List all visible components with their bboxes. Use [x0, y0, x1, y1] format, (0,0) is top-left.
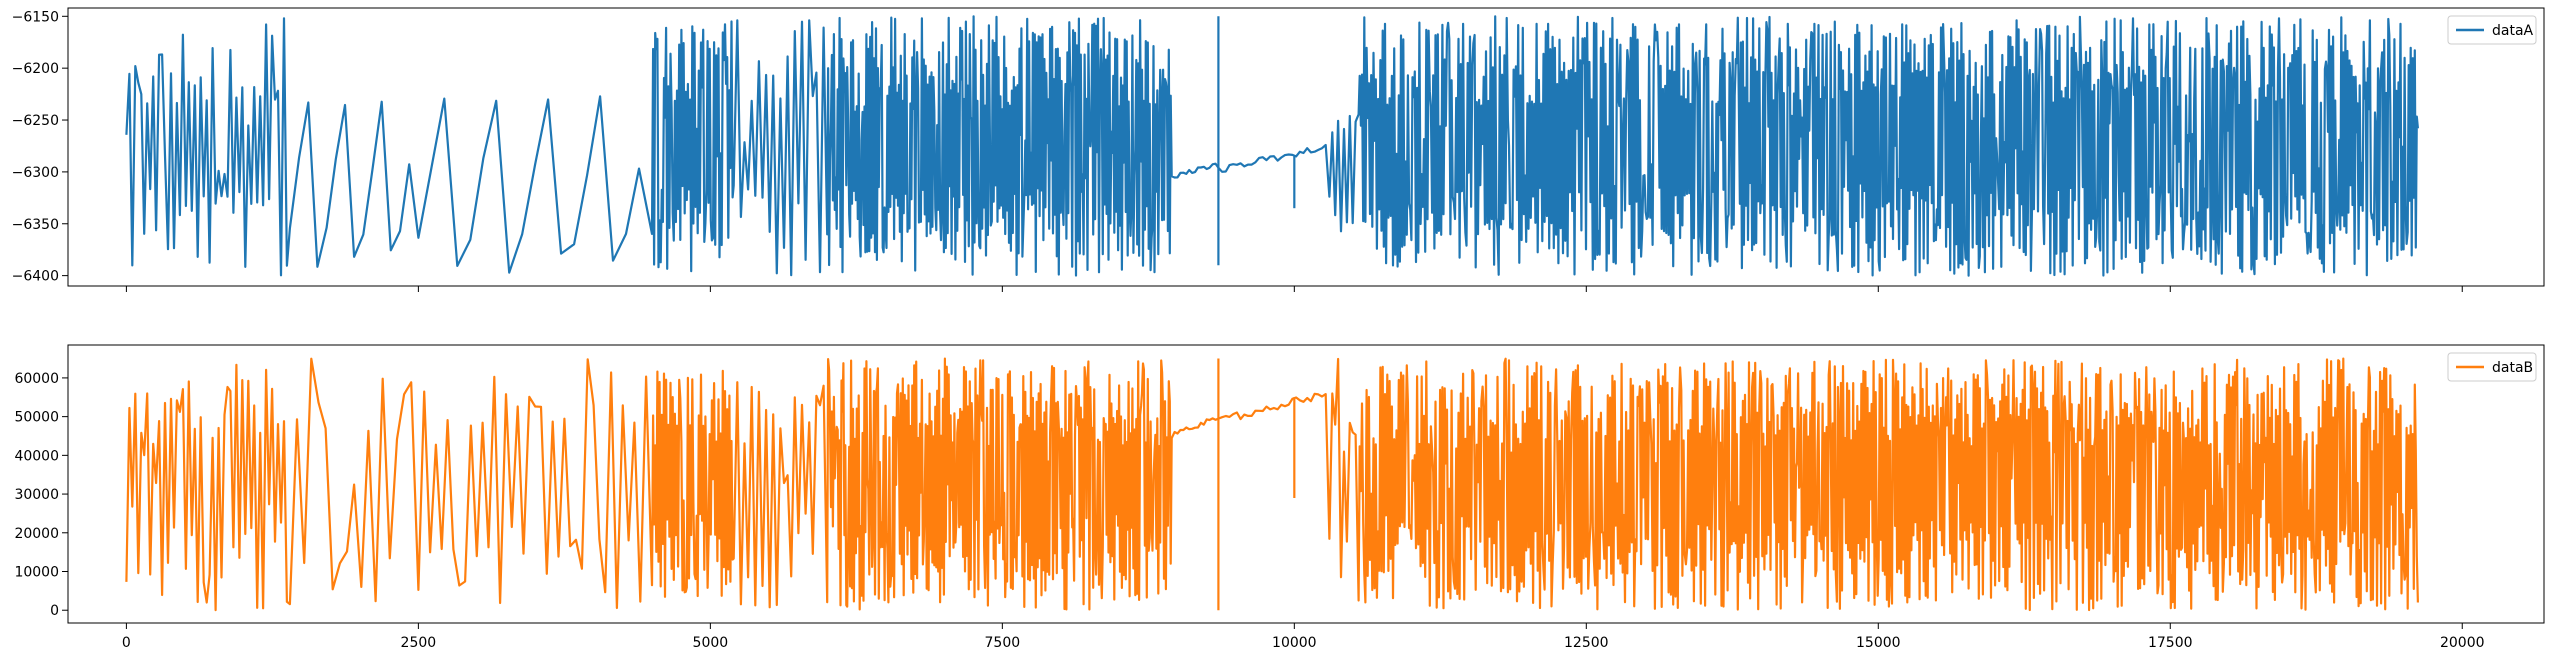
dataA-x-axis	[125, 286, 2463, 292]
y-tick-label: −6250	[12, 113, 59, 129]
series-line-dataB	[125, 357, 2419, 612]
dataB-y-axis: 0 10000 20000 30000 40000 50000 60000	[14, 371, 68, 619]
dataA-series	[125, 15, 2419, 277]
y-tick-label: 40000	[14, 448, 59, 464]
x-tick-label: 0	[122, 635, 131, 651]
legend-label-dataA: dataA	[2492, 23, 2534, 39]
dataB-axes-frame	[67, 344, 2545, 624]
y-tick-label: 50000	[14, 410, 59, 426]
dataB-x-axis: 0 2500 5000 7500 10000 12500 15000 17500 20000	[122, 623, 2485, 651]
x-tick-label: 2500	[401, 635, 437, 651]
legend-box	[2447, 15, 2537, 45]
legend-box	[2447, 352, 2537, 382]
dataA-y-axis: −6400 −6350 −6300 −6250 −6200 −6150	[12, 9, 68, 285]
subplot-dataA: −6400 −6350 −6300 −6250 −6200 −6150 dataA	[12, 7, 2545, 292]
y-tick-label: −6350	[12, 217, 59, 233]
legend-label-dataB: dataB	[2492, 360, 2533, 376]
y-tick-label: −6200	[12, 61, 59, 77]
y-tick-label: 10000	[14, 565, 59, 581]
dataA-legend: dataA	[2447, 15, 2537, 45]
dataB-series	[125, 357, 2419, 612]
y-tick-label: 30000	[14, 487, 59, 503]
x-tick-label: 7500	[985, 635, 1021, 651]
x-tick-label: 20000	[2440, 635, 2485, 651]
series-line-dataA	[125, 15, 2419, 277]
y-tick-label: −6400	[12, 269, 59, 285]
subplot-dataB: 0 10000 20000 30000 40000 50000 60000 0 2500 500…	[14, 344, 2545, 651]
y-tick-label: −6150	[12, 9, 59, 25]
y-tick-label: 0	[50, 603, 59, 619]
x-tick-label: 17500	[2148, 635, 2193, 651]
dataA-axes-frame	[67, 7, 2545, 287]
y-tick-label: −6300	[12, 165, 59, 181]
dataB-legend: dataB	[2447, 352, 2537, 382]
x-tick-label: 12500	[1564, 635, 1609, 651]
x-tick-label: 10000	[1272, 635, 1317, 651]
x-tick-label: 5000	[693, 635, 729, 651]
y-tick-label: 60000	[14, 371, 59, 387]
y-tick-label: 20000	[14, 526, 59, 542]
x-tick-label: 15000	[1856, 635, 1901, 651]
